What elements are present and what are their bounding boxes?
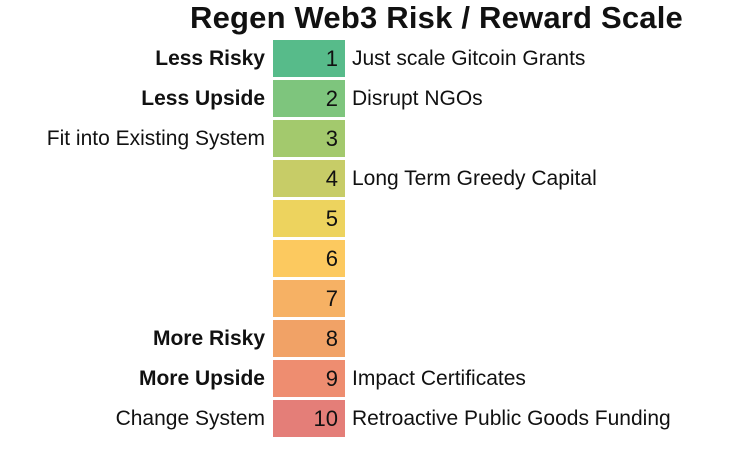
row-right-label: Long Term Greedy Capital (352, 166, 597, 190)
row-left-label: Change System (115, 406, 265, 430)
row-left-label: Less Upside (141, 86, 265, 110)
scale-number: 4 (325, 165, 338, 191)
scale-row: 4 Long Term Greedy Capital (0, 160, 745, 197)
scale-row: 6 (0, 240, 745, 277)
row-right-label: Impact Certificates (352, 366, 526, 390)
scale-row: Less Risky 1 Just scale Gitcoin Grants (0, 40, 745, 77)
scale-number: 2 (325, 85, 338, 111)
scale-row: More Risky 8 (0, 320, 745, 357)
scale-box: 9 (273, 360, 345, 397)
row-left-label: More Risky (152, 326, 265, 350)
row-right-label: Retroactive Public Goods Funding (352, 406, 671, 430)
scale-number: 10 (313, 405, 338, 431)
scale-box: 3 (273, 120, 345, 157)
scale-box: 8 (273, 320, 345, 357)
row-left-label (0, 240, 265, 277)
scale-row: Change System 10 Retroactive Public Good… (0, 400, 745, 437)
row-left-label (0, 200, 265, 237)
row-left-label: Less Risky (155, 46, 265, 70)
scale-row: 5 (0, 200, 745, 237)
scale-box: 2 (273, 80, 345, 117)
scale-row: Fit into Existing System 3 (0, 120, 745, 157)
scale-box: 1 (273, 40, 345, 77)
row-left-label (0, 280, 265, 317)
scale-box: 10 (273, 400, 345, 437)
row-left-label (0, 160, 265, 197)
scale-box: 7 (273, 280, 345, 317)
page-title: Regen Web3 Risk / Reward Scale (189, 0, 683, 35)
row-left-label: Fit into Existing System (46, 126, 265, 150)
scale-row: More Upside 9 Impact Certificates (0, 360, 745, 397)
scale-number: 1 (325, 45, 338, 71)
scale-box: 4 (273, 160, 345, 197)
scale-number: 3 (325, 125, 338, 151)
scale-box: 5 (273, 200, 345, 237)
row-left-label: More Upside (138, 366, 265, 390)
scale-number: 9 (325, 365, 338, 391)
scale-number: 7 (325, 285, 338, 311)
scale-number: 5 (325, 205, 338, 231)
risk-reward-scale: Less Risky 1 Just scale Gitcoin Grants L… (0, 40, 745, 440)
scale-box: 6 (273, 240, 345, 277)
row-right-label: Just scale Gitcoin Grants (352, 46, 586, 70)
row-right-label: Disrupt NGOs (352, 86, 483, 110)
scale-number: 6 (325, 245, 338, 271)
scale-row: Less Upside 2 Disrupt NGOs (0, 80, 745, 117)
scale-row: 7 (0, 280, 745, 317)
scale-number: 8 (325, 325, 338, 351)
